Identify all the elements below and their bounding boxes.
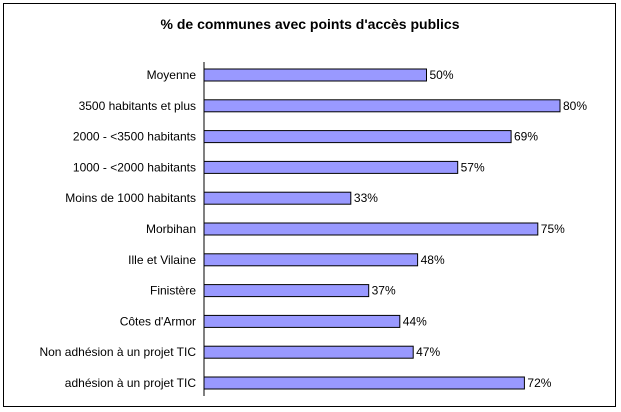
value-label: 72% (527, 376, 551, 390)
value-label: 57% (461, 160, 485, 174)
value-label: 50% (430, 68, 454, 82)
bar (203, 253, 419, 267)
category-label: Côtes d'Armor (120, 314, 196, 328)
category-label: Ille et Vilaine (128, 253, 196, 267)
value-label: 33% (354, 191, 378, 205)
value-label: 75% (541, 222, 565, 236)
category-label: Morbihan (146, 222, 196, 236)
category-label: Non adhésion à un projet TIC (39, 345, 196, 359)
bar (203, 345, 414, 359)
value-label: 47% (416, 345, 440, 359)
bar (203, 284, 370, 298)
bar (203, 160, 459, 174)
value-label: 48% (421, 253, 445, 267)
category-label: Moins de 1000 habitants (65, 191, 196, 205)
bar (203, 191, 352, 205)
bars (203, 68, 561, 390)
category-label: 2000 - <3500 habitants (73, 130, 196, 144)
category-label: Moyenne (147, 68, 197, 82)
chart-title: % de communes avec points d'accès public… (161, 16, 460, 32)
value-label: 69% (514, 130, 538, 144)
bar (203, 376, 525, 390)
value-label: 37% (372, 284, 396, 298)
bar (203, 130, 512, 144)
value-label: 44% (403, 314, 427, 328)
category-label: 1000 - <2000 habitants (73, 160, 196, 174)
category-labels: Moyenne 3500 habitants et plus 2000 - <350… (39, 68, 196, 390)
bar (203, 314, 401, 328)
category-label: adhésion à un projet TIC (65, 376, 197, 390)
category-label: Finistère (150, 284, 196, 298)
bar (203, 68, 427, 82)
bar (203, 222, 539, 236)
value-label: 80% (563, 99, 587, 113)
bar (203, 99, 561, 113)
category-label: 3500 habitants et plus (79, 99, 196, 113)
value-labels: 50% 80% 69% 57% 33% 75% 48% 37% 44% 47% 72% (354, 68, 587, 390)
